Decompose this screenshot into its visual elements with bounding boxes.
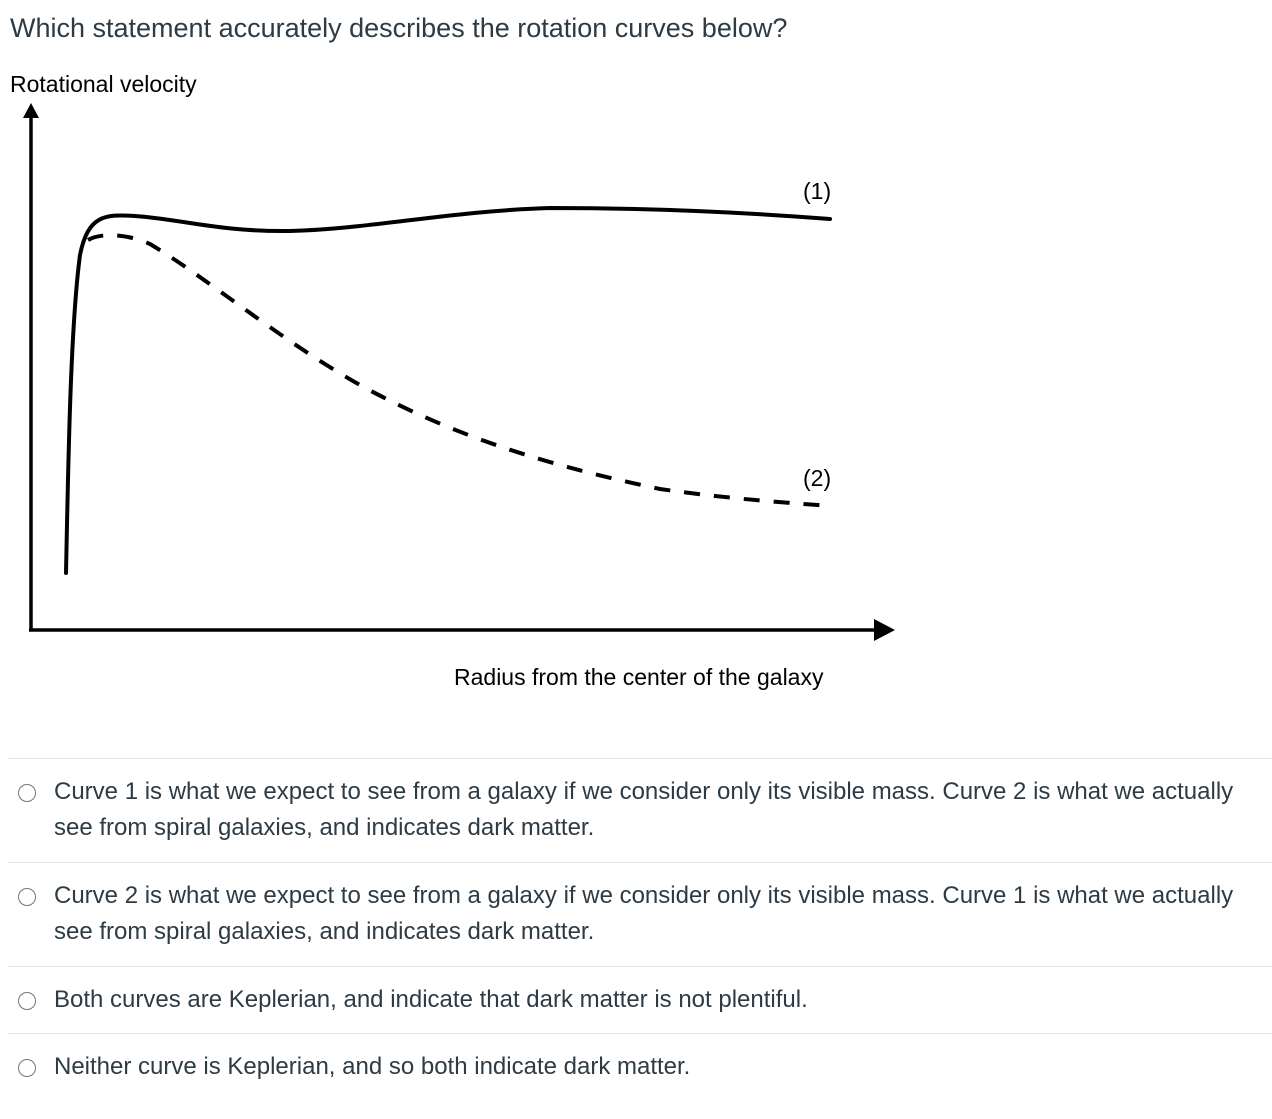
radio-button[interactable]: [18, 1059, 36, 1077]
curve-1-solid: [64, 205, 832, 575]
answer-label: Neither curve is Keplerian, and so both …: [54, 1053, 691, 1080]
answer-option-2[interactable]: Curve 2 is what we expect to see from a …: [8, 862, 1272, 966]
question-text: Which statement accurately describes the…: [10, 13, 788, 43]
y-axis-arrowhead: [23, 103, 39, 118]
radio-button[interactable]: [18, 888, 36, 906]
radio-button[interactable]: [18, 784, 36, 802]
x-axis-label: Radius from the center of the galaxy: [454, 664, 824, 690]
answer-label: Curve 1 is what we expect to see from a …: [54, 778, 1234, 841]
curve-2-dashed: [86, 233, 833, 508]
answer-label: Both curves are Keplerian, and indicate …: [54, 986, 808, 1013]
answer-option-1[interactable]: Curve 1 is what we expect to see from a …: [8, 758, 1272, 862]
curve-2-label: (2): [803, 465, 831, 491]
curve-1-label: (1): [803, 178, 831, 204]
y-axis-label: Rotational velocity: [10, 71, 197, 97]
answer-label: Curve 2 is what we expect to see from a …: [54, 882, 1234, 945]
answer-list: Curve 1 is what we expect to see from a …: [8, 758, 1272, 1100]
rotation-curve-diagram: Rotational velocity (1) (2) Radius from …: [10, 71, 895, 690]
rotation-curve-figure: Rotational velocity (1) (2) Radius from …: [0, 60, 910, 710]
answer-option-3[interactable]: Both curves are Keplerian, and indicate …: [8, 966, 1272, 1033]
answer-option-4[interactable]: Neither curve is Keplerian, and so both …: [8, 1033, 1272, 1100]
x-axis-arrowhead: [874, 619, 895, 641]
radio-button[interactable]: [18, 992, 36, 1010]
